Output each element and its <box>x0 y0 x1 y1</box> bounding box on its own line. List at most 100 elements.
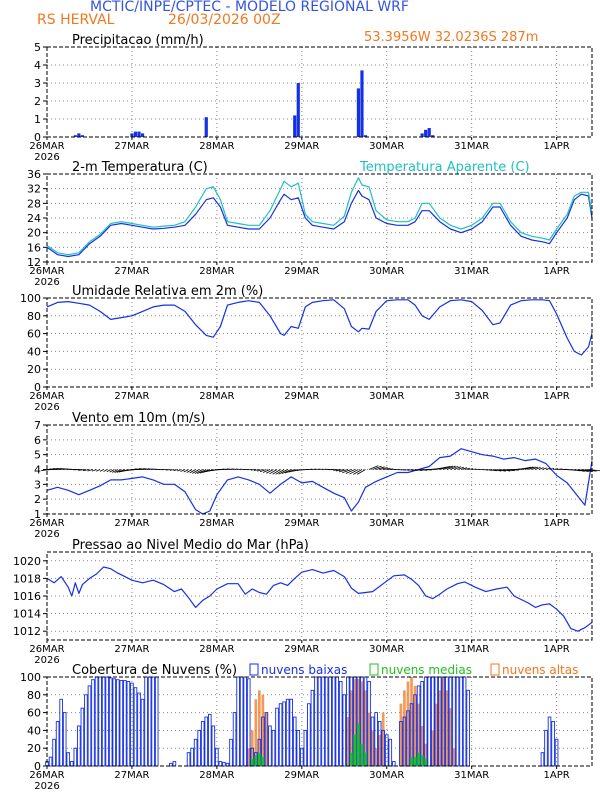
cloud-bar-baixas <box>282 701 286 767</box>
cloud-bar-altas <box>431 730 435 766</box>
precip-bar <box>431 135 435 137</box>
humidity-xtick-label: 27MAR <box>114 391 149 402</box>
temp-xtick-label: 1APR <box>544 266 570 277</box>
cloud-bar-baixas <box>367 681 371 767</box>
cloud-bar-baixas <box>271 729 276 767</box>
wind-arrow <box>345 469 356 474</box>
cloud-bar-baixas <box>73 747 78 767</box>
clouds-year-label: 2026 <box>34 781 59 792</box>
temp-series-line <box>46 189 593 258</box>
wind-ytick-label: 4 <box>34 464 41 477</box>
wind-arrow <box>275 469 285 475</box>
cloud-bar-baixas <box>314 676 318 767</box>
wind-arrow <box>82 469 90 472</box>
cloud-bar-medias <box>417 752 420 766</box>
wind-ytick-label: 7 <box>34 419 41 432</box>
cloud-bar-baixas <box>462 676 467 767</box>
precip-bar <box>296 83 300 137</box>
wind-arrow <box>400 469 406 471</box>
wind-arrow <box>192 469 200 474</box>
humidity-xtick-label: 31MAR <box>454 391 489 402</box>
wind-arrow <box>338 469 348 473</box>
wind-ytick-label: 3 <box>34 478 41 491</box>
humidity-xtick-label: 26MAR <box>29 391 64 402</box>
cloud-bar-medias <box>254 755 258 766</box>
wind-arrow <box>109 469 115 473</box>
precip-xtick-label: 26MAR <box>29 141 64 152</box>
wind-xtick-label: 31MAR <box>454 518 489 529</box>
wind-xtick-label: 26MAR <box>29 518 64 529</box>
pressure-ytick-label: 1018 <box>13 572 41 585</box>
humidity-year-label: 2026 <box>34 402 59 413</box>
precip-ytick-label: 0 <box>34 131 41 144</box>
cloud-bar-baixas <box>232 712 237 767</box>
temp-frame <box>46 173 593 263</box>
wind-arrow <box>335 469 345 472</box>
cloud-bar-baixas <box>338 681 343 767</box>
wind-arrow <box>439 465 451 470</box>
wind-arrow <box>450 465 459 470</box>
cloud-bar-medias <box>420 755 424 766</box>
wind-arrow <box>114 469 122 473</box>
cloud-bar-medias <box>364 752 367 766</box>
cloud-bar-baixas <box>154 676 159 767</box>
wind-xtick-label: 27MAR <box>114 518 149 529</box>
temp-ytick-label: 36 <box>27 168 41 181</box>
wind-arrow <box>269 469 278 475</box>
cloud-bar-baixas <box>296 729 301 767</box>
cloud-bar-altas <box>445 690 449 766</box>
cloud-bar-baixas <box>101 676 106 767</box>
cloud-bar-baixas <box>52 738 56 767</box>
cloud-bar-medias <box>353 734 357 766</box>
wind-arrow <box>577 469 589 472</box>
wind-arrow <box>376 466 385 470</box>
cloud-bar-baixas <box>94 676 99 767</box>
wind-arrow <box>542 467 547 470</box>
humidity-ytick-label: 20 <box>27 363 41 376</box>
humidity-xtick-label: 28MAR <box>199 391 234 402</box>
precip-year-label: 2026 <box>34 152 59 163</box>
cloud-bar-baixas <box>115 679 120 767</box>
precip-xtick-label: 31MAR <box>454 141 489 152</box>
wind-arrow <box>186 469 193 473</box>
wind-arrow <box>468 468 474 470</box>
temp-xtick-label: 31MAR <box>454 266 489 277</box>
wind-arrow <box>284 469 295 474</box>
cloud-legend-swatch <box>369 663 379 676</box>
temp-ytick-label: 12 <box>27 256 41 269</box>
cloud-bar-baixas <box>80 707 85 767</box>
cloud-bar-altas <box>357 678 360 766</box>
cloud-bar-altas <box>374 748 378 766</box>
humidity-series-line <box>46 299 593 356</box>
wind-arrow <box>259 469 267 473</box>
cloud-bar-altas <box>449 708 452 766</box>
temp-xtick-label: 27MAR <box>114 266 149 277</box>
wind-arrow <box>116 469 125 473</box>
cloud-bar-baixas <box>200 721 205 767</box>
wind-arrow <box>372 465 382 470</box>
wind-arrow <box>531 466 539 470</box>
cloud-bar-altas <box>424 743 428 766</box>
precip-bar <box>420 133 424 137</box>
cloud-bar-baixas <box>388 738 393 767</box>
cloud-bar-medias <box>357 723 360 766</box>
wind-arrow <box>521 466 532 470</box>
cloud-bar-altas <box>413 685 417 766</box>
temp-xtick-label: 26MAR <box>29 266 64 277</box>
wind-arrow <box>189 469 196 474</box>
cloud-bar-medias <box>257 752 261 766</box>
wind-arrow <box>199 469 210 474</box>
wind-arrow <box>87 469 94 472</box>
cloud-bar-medias <box>261 757 265 766</box>
clouds-ytick-label: 100 <box>20 671 41 684</box>
cloud-bar-baixas <box>289 698 293 767</box>
cloud-bar-altas <box>399 703 403 766</box>
wind-arrow <box>581 469 593 472</box>
temp-ytick-label: 20 <box>27 227 41 240</box>
pressure-frame <box>46 551 593 641</box>
wind-arrow <box>404 469 410 471</box>
wind-series-line <box>46 448 593 515</box>
cloud-bar-altas <box>360 681 364 766</box>
cloud-bar-medias <box>360 743 364 766</box>
